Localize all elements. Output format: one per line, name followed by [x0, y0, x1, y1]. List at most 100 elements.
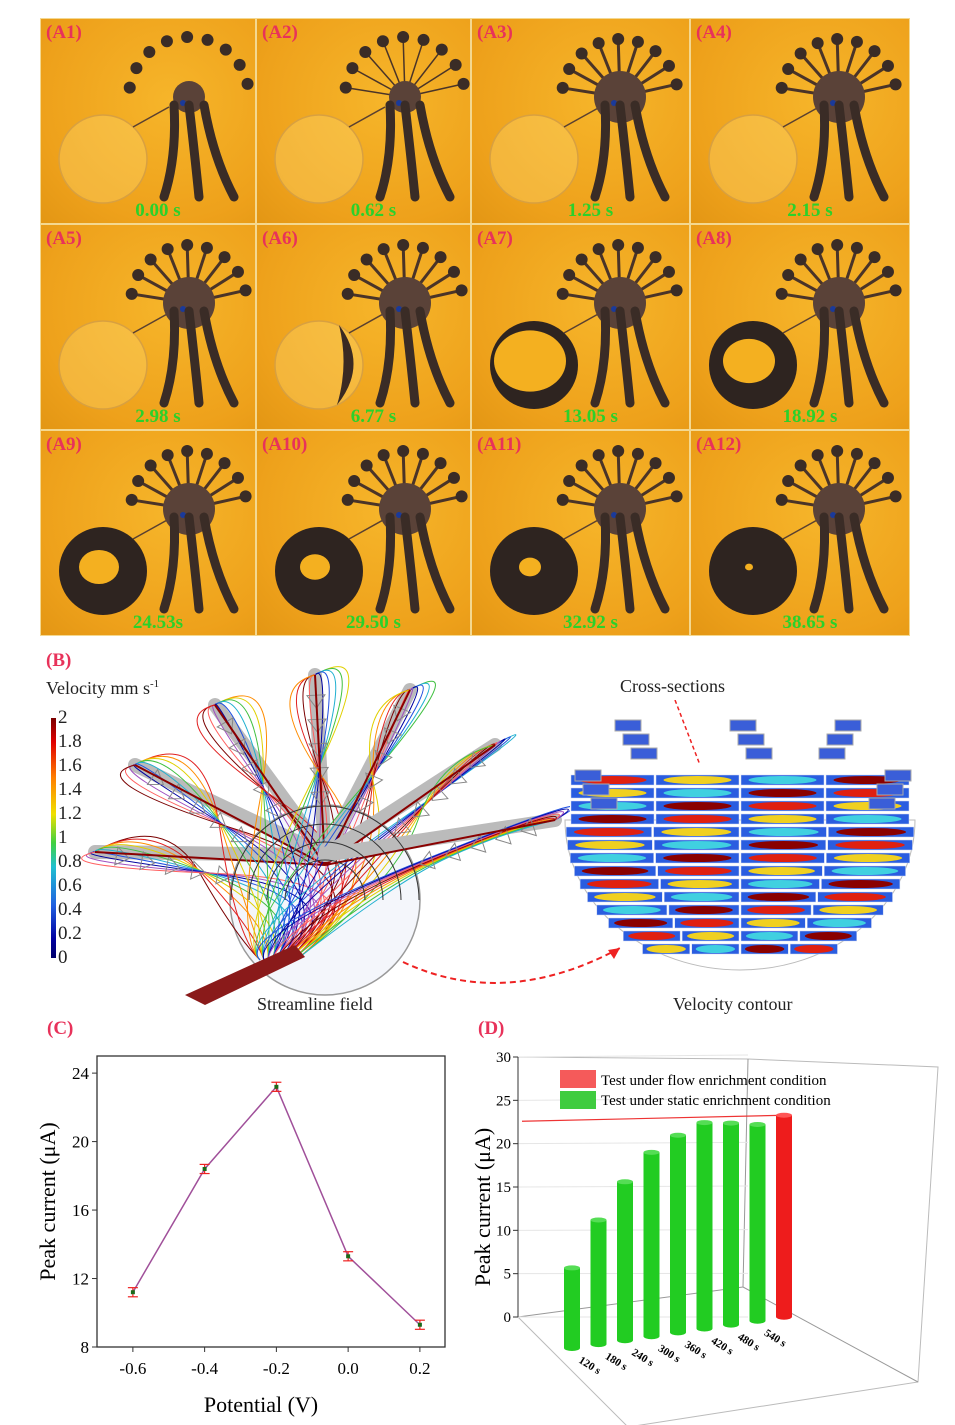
- bar-base: [749, 1317, 766, 1324]
- colorbar-tick: 0: [58, 947, 68, 968]
- lead-wire: [184, 100, 204, 202]
- electrode-dot: [416, 447, 429, 460]
- y-tick-label: 20: [72, 1133, 89, 1152]
- device-photo: [709, 445, 902, 615]
- electrode-dot: [775, 81, 788, 94]
- chamber: [708, 114, 798, 204]
- electrode-dot: [125, 287, 138, 300]
- arrow-cell: [139, 850, 156, 871]
- velocity-core: [748, 802, 817, 810]
- colorbar-title-sup: -1: [150, 678, 160, 690]
- frame-a4: (A4) 2.15 s: [690, 18, 910, 224]
- x-tick-label: 300 s: [656, 1343, 683, 1366]
- electrode-dot: [556, 81, 569, 94]
- velocity-core: [667, 880, 732, 888]
- bar-base: [670, 1329, 686, 1336]
- chamber: [489, 114, 579, 204]
- bar-static: [696, 1122, 713, 1329]
- gridline: [517, 1098, 749, 1101]
- lead-wire: [415, 512, 455, 614]
- streamline: [267, 684, 424, 961]
- frame-time: 13.05 s: [563, 406, 618, 427]
- chamber-filled: [709, 527, 797, 615]
- streamline: [271, 813, 560, 961]
- electrode-dot: [200, 447, 213, 460]
- colorbar-tick: 0.8: [58, 851, 82, 872]
- velocity-core: [695, 945, 736, 953]
- velocity-core: [573, 828, 644, 836]
- electrode-dot: [631, 241, 644, 254]
- arrow-cell: [240, 758, 258, 777]
- arrow-cell: [209, 811, 227, 828]
- arm-section: [868, 797, 896, 810]
- velocity-core: [748, 776, 817, 784]
- velocity-core: [628, 932, 676, 940]
- velocity-core: [670, 893, 733, 901]
- electrode-dot: [881, 265, 894, 278]
- bar-top: [723, 1120, 739, 1126]
- electrode-dot: [662, 265, 675, 278]
- electrode-dot: [201, 33, 214, 46]
- frame-label: (A2): [262, 22, 298, 43]
- frame-time: 38.65 s: [782, 612, 838, 633]
- bar-static: [749, 1124, 766, 1321]
- arrow-cell: [444, 842, 462, 862]
- frame-label: (A3): [477, 22, 513, 43]
- electrode-dot: [649, 45, 662, 58]
- channel: [132, 106, 170, 128]
- electrode-dot: [775, 287, 788, 300]
- electrode-dot: [563, 475, 576, 488]
- hub-marker: [611, 100, 617, 106]
- velocity-core: [748, 880, 813, 888]
- electrode-dot: [341, 287, 354, 300]
- hub-marker: [830, 100, 836, 106]
- streamline: [267, 811, 565, 961]
- electrode-dot: [575, 459, 588, 472]
- colorbar: [51, 718, 56, 958]
- lead-wire: [184, 306, 204, 408]
- bar-top: [564, 1265, 580, 1271]
- electrode-dot: [649, 457, 662, 470]
- lead-wire: [615, 100, 635, 202]
- channel: [563, 312, 601, 334]
- electrode-dot: [360, 253, 373, 266]
- electrode-dot: [850, 447, 863, 460]
- channel: [348, 106, 386, 128]
- frame-label: (A1): [46, 22, 82, 43]
- bar-top: [670, 1132, 686, 1138]
- frame-time: 0.00 s: [135, 200, 181, 221]
- arrow-cell: [365, 772, 384, 790]
- electrode-dot: [417, 33, 430, 46]
- electrode-dot: [200, 241, 213, 254]
- bar-static: [564, 1267, 580, 1348]
- panel-d-label: (D): [478, 1018, 505, 1039]
- arrow-cell: [412, 800, 431, 818]
- lead-wire: [590, 512, 611, 614]
- velocity-core: [747, 893, 810, 901]
- lead-wire: [400, 512, 420, 614]
- y-tick-label: 12: [72, 1270, 89, 1289]
- hub-marker: [611, 306, 617, 312]
- chart-c: -0.6 -0.4 -0.2 0.0 0.2 8 12 16 20 24 Potential (V)…: [35, 1055, 446, 1417]
- streamline: [214, 695, 268, 961]
- hub-marker: [830, 306, 836, 312]
- electrode-dot: [868, 45, 881, 58]
- device-photo: [490, 445, 683, 615]
- panel-b-label: (B): [46, 650, 72, 671]
- velocity-core: [687, 932, 735, 940]
- arrow-cell: [468, 751, 487, 769]
- electrode-dot: [219, 43, 232, 56]
- colorbar-tick: 1.6: [58, 755, 82, 776]
- velocity-core: [614, 919, 668, 927]
- streamline: [256, 806, 570, 961]
- lead-wire: [615, 512, 635, 614]
- channel: [563, 106, 601, 128]
- x-tick-label: 360 s: [682, 1339, 709, 1362]
- lead-wire: [849, 512, 889, 614]
- lead-wire: [809, 100, 830, 202]
- x-tick-label: -0.4: [191, 1359, 218, 1378]
- electrode-dot: [218, 457, 231, 470]
- y-tick-label: 20: [496, 1137, 511, 1153]
- velocity-core: [748, 841, 819, 849]
- channel: [348, 312, 386, 334]
